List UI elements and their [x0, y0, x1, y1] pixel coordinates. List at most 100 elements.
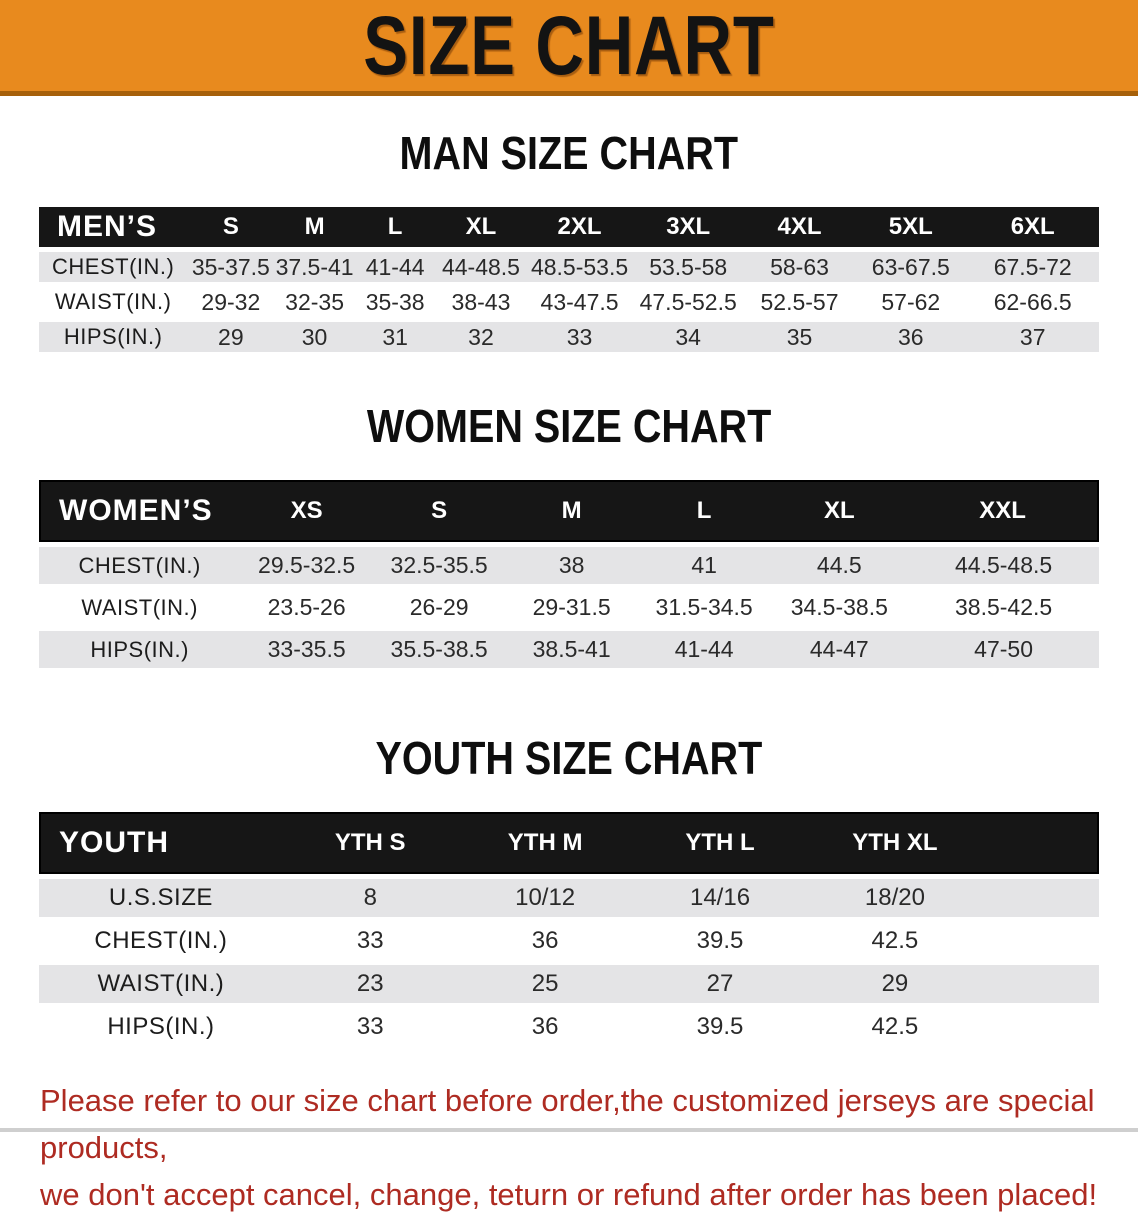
men-size-header: S: [187, 207, 275, 247]
measurement-cell-filler: [982, 922, 1099, 960]
measurement-cell: 29: [807, 965, 983, 1003]
men-size-header: 5XL: [855, 207, 967, 247]
measurement-cell: 44-47: [770, 631, 909, 668]
measurement-cell: 23.5-26: [240, 589, 373, 626]
measurement-cell: 29-31.5: [505, 589, 638, 626]
women-hips-row: HIPS(IN.) 33-35.5 35.5-38.5 38.5-41 41-4…: [39, 631, 1099, 668]
measurement-cell: 48.5-53.5: [526, 252, 633, 282]
banner-title: SIZE CHART: [363, 0, 775, 92]
row-label: CHEST(IN.): [39, 252, 188, 282]
youth-size-header: YTH L: [632, 812, 808, 874]
women-table-corner-label: WOMEN’S: [39, 480, 241, 542]
measurement-cell: 34: [632, 322, 744, 352]
men-size-header: L: [354, 207, 436, 247]
measurement-cell: 29.5-32.5: [240, 547, 373, 584]
measurement-cell: 43-47.5: [526, 287, 633, 317]
youth-size-header-filler: [982, 812, 1099, 874]
measurement-cell: 34.5-38.5: [770, 589, 909, 626]
disclaimer-line-1: Please refer to our size chart before or…: [40, 1083, 1095, 1165]
youth-size-header: YTH M: [457, 812, 633, 874]
men-size-table: MEN’S S M L XL 2XL 3XL 4XL 5XL 6XL CHEST…: [39, 202, 1099, 357]
measurement-cell: 63-67.5: [855, 252, 967, 282]
men-table-corner-label: MEN’S: [39, 207, 188, 247]
row-label: WAIST(IN.): [39, 589, 241, 626]
women-waist-row: WAIST(IN.) 23.5-26 26-29 29-31.5 31.5-34…: [39, 589, 1099, 626]
measurement-cell: 42.5: [807, 922, 983, 960]
measurement-cell: 33: [282, 922, 458, 960]
measurement-cell: 41-44: [637, 631, 771, 668]
men-table-header-row: MEN’S S M L XL 2XL 3XL 4XL 5XL 6XL: [39, 207, 1099, 247]
men-size-header: 3XL: [632, 207, 744, 247]
disclaimer-line-2: we don't accept cancel, change, teturn o…: [40, 1177, 1098, 1212]
measurement-cell: 27: [632, 965, 808, 1003]
measurement-cell: 33: [526, 322, 633, 352]
measurement-cell: 42.5: [807, 1008, 983, 1046]
youth-section-heading: YOUTH SIZE CHART: [0, 731, 1138, 785]
measurement-cell: 67.5-72: [966, 252, 1099, 282]
youth-table-corner-label: YOUTH: [39, 812, 283, 874]
measurement-cell: 38.5-42.5: [908, 589, 1099, 626]
measurement-cell: 57-62: [855, 287, 967, 317]
disclaimer-text: Please refer to our size chart before or…: [40, 1077, 1138, 1218]
measurement-cell-filler: [982, 965, 1099, 1003]
measurement-cell: 29-32: [187, 287, 275, 317]
measurement-cell: 52.5-57: [743, 287, 856, 317]
row-label: HIPS(IN.): [39, 1008, 283, 1046]
measurement-cell: 35-37.5: [187, 252, 275, 282]
measurement-cell: 32: [435, 322, 527, 352]
measurement-cell: 26-29: [372, 589, 506, 626]
bottom-divider: [0, 1128, 1138, 1132]
men-chest-row: CHEST(IN.) 35-37.5 37.5-41 41-44 44-48.5…: [39, 252, 1099, 282]
measurement-cell: 23: [282, 965, 458, 1003]
women-section-heading: WOMEN SIZE CHART: [0, 399, 1138, 453]
women-size-header: XS: [240, 480, 373, 542]
row-label: U.S.SIZE: [39, 879, 283, 917]
measurement-cell: 33-35.5: [240, 631, 373, 668]
row-label: CHEST(IN.): [39, 547, 241, 584]
measurement-cell: 41-44: [354, 252, 436, 282]
measurement-cell: 25: [457, 965, 633, 1003]
women-size-header: XXL: [908, 480, 1099, 542]
measurement-cell: 38.5-41: [505, 631, 638, 668]
measurement-cell: 36: [855, 322, 967, 352]
row-label: WAIST(IN.): [39, 965, 283, 1003]
measurement-cell: 37.5-41: [274, 252, 355, 282]
youth-ussize-row: U.S.SIZE 8 10/12 14/16 18/20: [39, 879, 1099, 917]
measurement-cell: 14/16: [632, 879, 808, 917]
measurement-cell: 10/12: [457, 879, 633, 917]
youth-section-heading-text: YOUTH SIZE CHART: [375, 732, 763, 784]
row-label: HIPS(IN.): [39, 322, 188, 352]
youth-size-header: YTH XL: [807, 812, 983, 874]
measurement-cell: 44.5: [770, 547, 909, 584]
measurement-cell: 35-38: [354, 287, 436, 317]
measurement-cell: 39.5: [632, 922, 808, 960]
men-section-heading: MAN SIZE CHART: [0, 126, 1138, 180]
men-hips-row: HIPS(IN.) 29 30 31 32 33 34 35 36 37: [39, 322, 1099, 352]
women-chest-row: CHEST(IN.) 29.5-32.5 32.5-35.5 38 41 44.…: [39, 547, 1099, 584]
measurement-cell: 38-43: [435, 287, 527, 317]
measurement-cell: 36: [457, 922, 633, 960]
row-label: HIPS(IN.): [39, 631, 241, 668]
measurement-cell: 62-66.5: [966, 287, 1099, 317]
measurement-cell: 18/20: [807, 879, 983, 917]
youth-size-header: YTH S: [282, 812, 458, 874]
women-table-header-row: WOMEN’S XS S M L XL XXL: [39, 480, 1099, 542]
measurement-cell: 53.5-58: [632, 252, 744, 282]
measurement-cell: 41: [637, 547, 771, 584]
measurement-cell: 33: [282, 1008, 458, 1046]
measurement-cell: 37: [966, 322, 1099, 352]
measurement-cell: 47.5-52.5: [632, 287, 744, 317]
measurement-cell: 58-63: [743, 252, 856, 282]
measurement-cell: 39.5: [632, 1008, 808, 1046]
row-label: CHEST(IN.): [39, 922, 283, 960]
measurement-cell-filler: [982, 879, 1099, 917]
measurement-cell: 29: [187, 322, 275, 352]
measurement-cell: 8: [282, 879, 458, 917]
measurement-cell: 35.5-38.5: [372, 631, 506, 668]
measurement-cell: 32.5-35.5: [372, 547, 506, 584]
measurement-cell-filler: [982, 1008, 1099, 1046]
women-size-header: S: [372, 480, 506, 542]
women-size-table: WOMEN’S XS S M L XL XXL CHEST(IN.) 29.5-…: [39, 475, 1099, 673]
women-size-header: M: [505, 480, 638, 542]
measurement-cell: 47-50: [908, 631, 1099, 668]
